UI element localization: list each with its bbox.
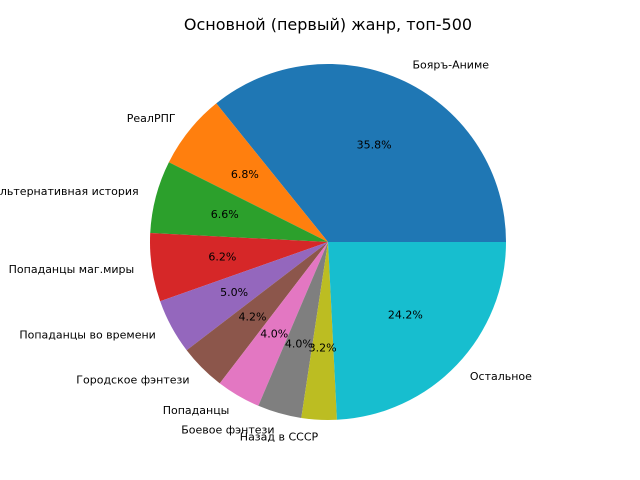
slice-label: Бояръ-Аниме: [412, 58, 489, 71]
pie-slices: [149, 63, 507, 421]
pie-slice: [186, 242, 328, 384]
pie-slice: [301, 242, 337, 421]
slice-percentage-label: 3.2%: [309, 342, 337, 355]
chart-title: Основной (первый) жанр, топ-500: [184, 15, 472, 34]
slice-label: Попаданцы во времени: [19, 328, 156, 341]
pie-slice: [216, 63, 506, 243]
pie-slice: [258, 242, 328, 418]
pie-slice: [219, 242, 328, 406]
slice-percentage-label: 5.0%: [220, 286, 248, 299]
slice-label: Боевое фэнтези: [181, 423, 274, 436]
pie-slice: [149, 233, 328, 302]
pie-slice: [168, 103, 328, 243]
slice-percentage-label: 4.0%: [285, 338, 313, 351]
slice-label: Назад в СССР: [240, 431, 319, 444]
slice-percentage-label: 4.2%: [239, 311, 267, 324]
slice-label: Альтернативная история: [0, 185, 139, 198]
slice-percentage-label: 6.8%: [231, 168, 259, 181]
slice-percentage-label: 6.6%: [211, 208, 239, 221]
slice-label: Попаданцы: [163, 404, 230, 417]
slice-percentage-label: 6.2%: [208, 250, 236, 263]
slice-percentage-label: 24.2%: [388, 309, 423, 322]
slice-label: РеалРПГ: [127, 112, 176, 125]
pie-slice: [150, 162, 328, 242]
slice-labels: Бояръ-Аниме РеалРПГ Альтернативная история…: [0, 58, 532, 443]
slice-label: Городское фэнтези: [76, 373, 189, 386]
slice-label: Остальное: [470, 370, 532, 383]
percentage-labels: 35.8%6.8%6.6%6.2%5.0%4.2%4.0%4.0%3.2%24.…: [208, 139, 423, 355]
pie-slice: [328, 242, 507, 420]
slice-percentage-label: 35.8%: [357, 139, 392, 152]
slice-percentage-label: 4.0%: [260, 327, 288, 340]
pie-slice: [160, 242, 328, 351]
slice-label: Попаданцы маг.миры: [9, 263, 135, 276]
